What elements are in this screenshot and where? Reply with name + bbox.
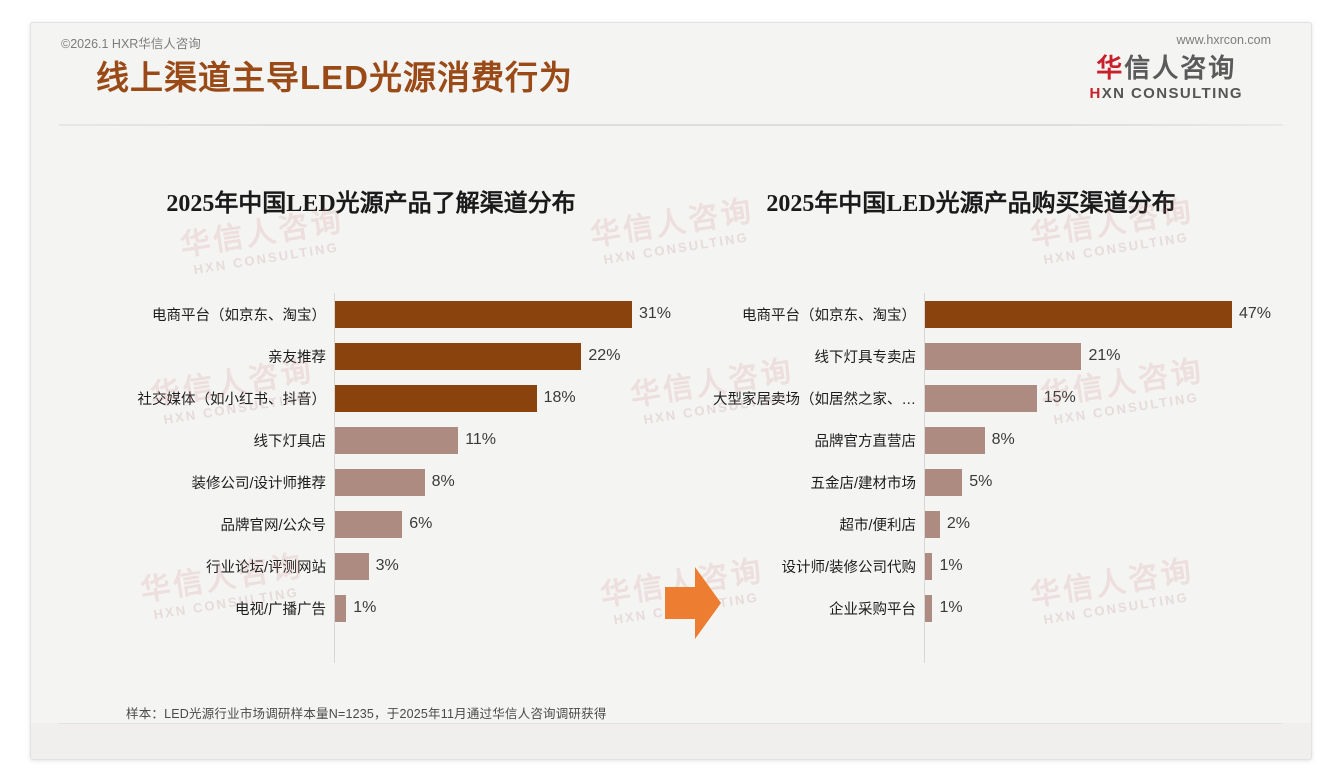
logo-h-char: H [1089, 85, 1102, 102]
chart-category-label: 线下灯具店 [253, 433, 327, 450]
chart-axis-line [334, 293, 335, 663]
logo-en-rest: XN CONSULTING [1101, 85, 1243, 102]
chart-category-label: 品牌官网/公众号 [220, 517, 326, 534]
chart-bar-container: 8% [925, 419, 1271, 461]
chart-bar-value: 22% [588, 347, 621, 364]
chart-plot-awareness: 电商平台（如京东、淘宝） 31% 亲友推荐 22% 社交媒体（如小红书、抖音） 18% 线下… [71, 293, 671, 663]
chart-category-label: 亲友推荐 [268, 349, 326, 366]
flow-arrow-icon [665, 567, 721, 639]
slide-header: 线上渠道主导LED光源消费行为 华信人咨询 HXN CONSULTING [31, 23, 1311, 123]
chart-category-label: 企业采购平台 [829, 601, 916, 618]
logo-chinese-text: 华信人咨询 [1090, 55, 1244, 81]
chart-bar-container: 31% [335, 293, 671, 335]
chart-bar-value: 18% [543, 389, 576, 406]
chart-bar-value: 8% [991, 431, 1015, 448]
chart-bar-container: 8% [335, 461, 671, 503]
charts-area: 2025年中国LED光源产品了解渠道分布 电商平台（如京东、淘宝） 31% 亲友推荐… [31, 127, 1311, 667]
chart-bar [925, 510, 940, 538]
chart-bar [335, 426, 459, 454]
footer-copyright: ©2026.1 HXR华信人咨询 [61, 37, 201, 51]
chart-category-label: 电商平台（如京东、淘宝） [152, 307, 326, 324]
chart-bar [925, 468, 963, 496]
chart-bar-value: 5% [969, 473, 993, 490]
chart-category-label: 品牌官方直营店 [814, 433, 917, 450]
chart-bar-container: 15% [925, 377, 1271, 419]
logo-hua-char: 华 [1096, 53, 1125, 83]
source-footnote: 样本：LED光源行业市场调研样本量N=1235，于2025年11月通过华信人咨询… [126, 707, 607, 721]
chart-panel-awareness: 2025年中国LED光源产品了解渠道分布 电商平台（如京东、淘宝） 31% 亲友推荐… [71, 127, 671, 667]
chart-axis-line [924, 293, 925, 663]
chart-bar-container: 1% [335, 587, 671, 629]
chart-bar [335, 552, 369, 580]
chart-category-label: 五金店/建材市场 [810, 475, 916, 492]
chart-bar-container: 11% [335, 419, 671, 461]
chart-title-purchase: 2025年中国LED光源产品购买渠道分布 [766, 191, 1176, 217]
chart-bar [925, 552, 933, 580]
chart-bar-container: 6% [335, 503, 671, 545]
chart-bar-value: 31% [638, 305, 671, 322]
chart-plot-purchase: 电商平台（如京东、淘宝） 47% 线下灯具专卖店 21% 大型家居卖场（如居然之家、… 1… [671, 293, 1271, 663]
chart-bar [335, 594, 347, 622]
chart-bar [335, 342, 582, 370]
chart-category-label: 电商平台（如京东、淘宝） [742, 307, 916, 324]
chart-category-label: 设计师/装修公司代购 [781, 559, 916, 576]
chart-bar [335, 510, 403, 538]
chart-bar-container: 22% [335, 335, 671, 377]
chart-bar-value: 1% [939, 557, 963, 574]
chart-panel-purchase: 2025年中国LED光源产品购买渠道分布 电商平台（如京东、淘宝） 47% 线下灯具… [671, 127, 1271, 667]
chart-bar-container: 21% [925, 335, 1271, 377]
chart-bar-container: 1% [925, 545, 1271, 587]
logo-english-text: HXN CONSULTING [1090, 86, 1244, 101]
chart-bar-value: 6% [409, 515, 433, 532]
chart-category-label: 超市/便利店 [839, 517, 916, 534]
chart-bar [335, 384, 537, 412]
chart-bar-container: 3% [335, 545, 671, 587]
chart-category-label: 大型家居卖场（如居然之家、… [713, 391, 916, 408]
page-title: 线上渠道主导LED光源消费行为 [96, 59, 573, 96]
company-logo: 华信人咨询 HXN CONSULTING [1090, 55, 1244, 101]
chart-bar-value: 3% [375, 557, 399, 574]
chart-category-label: 装修公司/设计师推荐 [191, 475, 326, 492]
header-divider [59, 124, 1283, 126]
chart-category-label: 线下灯具专卖店 [814, 349, 917, 366]
chart-bar-value: 11% [465, 431, 497, 448]
chart-title-awareness: 2025年中国LED光源产品了解渠道分布 [166, 191, 576, 217]
chart-category-label: 电视/广播广告 [234, 601, 326, 618]
chart-bar [925, 384, 1037, 412]
chart-bar-value: 1% [353, 599, 377, 616]
chart-category-label: 行业论坛/评测网站 [205, 559, 326, 576]
chart-bar-container: 1% [925, 587, 1271, 629]
chart-bar-container: 18% [335, 377, 671, 419]
chart-bar [335, 468, 425, 496]
footer-website[interactable]: www.hxrcon.com [1176, 33, 1271, 47]
chart-bar-value: 15% [1043, 389, 1076, 406]
footer-divider [59, 723, 1283, 724]
chart-bar-container: 5% [925, 461, 1271, 503]
chart-bar-value: 21% [1088, 347, 1121, 364]
chart-bar [925, 300, 1232, 328]
chart-category-label: 社交媒体（如小红书、抖音） [137, 391, 327, 408]
chart-bar-value: 2% [946, 515, 971, 532]
chart-bar-value: 1% [939, 599, 963, 616]
chart-bar [335, 300, 632, 328]
chart-bar [925, 342, 1082, 370]
chart-bar [925, 426, 985, 454]
chart-bar-value: 8% [431, 473, 455, 490]
logo-cn-rest: 信人咨询 [1124, 53, 1237, 83]
slide: 线上渠道主导LED光源消费行为 华信人咨询 HXN CONSULTING 华信人… [30, 22, 1312, 760]
chart-bar [925, 594, 933, 622]
slide-footer [31, 723, 1311, 759]
chart-bar-container: 2% [925, 503, 1271, 545]
chart-bar-container: 47% [925, 293, 1271, 335]
chart-bar-value: 47% [1238, 305, 1271, 322]
